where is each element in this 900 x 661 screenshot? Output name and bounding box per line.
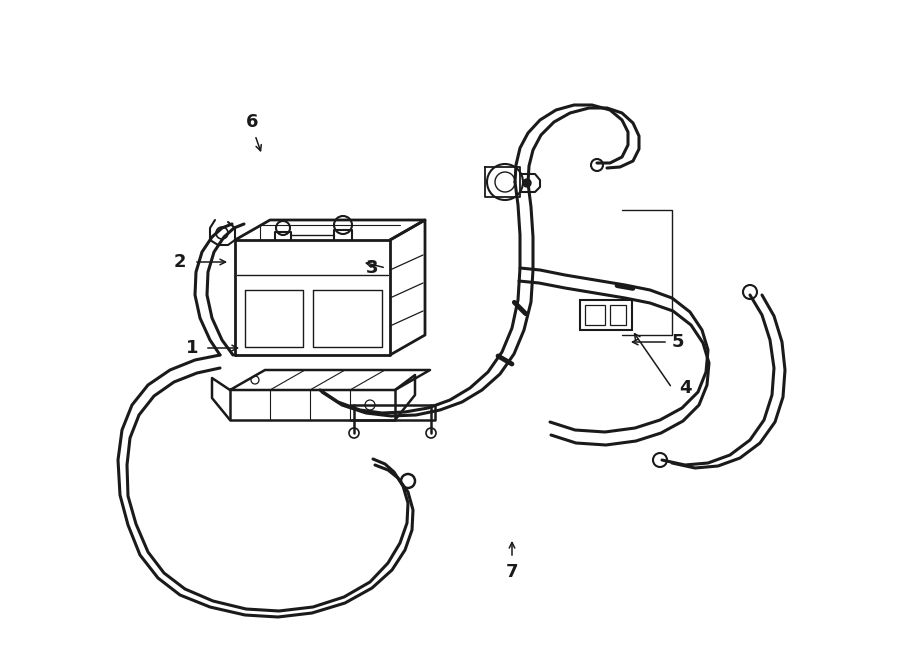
- Bar: [585, 305, 605, 325]
- Text: 4: 4: [679, 379, 691, 397]
- Bar: [610, 305, 626, 325]
- Text: 2: 2: [174, 253, 186, 271]
- Text: 7: 7: [506, 563, 518, 581]
- Text: 1: 1: [185, 339, 198, 357]
- Circle shape: [523, 179, 531, 187]
- Text: 6: 6: [246, 113, 258, 131]
- Text: 3: 3: [365, 259, 378, 277]
- Bar: [580, 300, 632, 330]
- Text: 5: 5: [671, 333, 684, 351]
